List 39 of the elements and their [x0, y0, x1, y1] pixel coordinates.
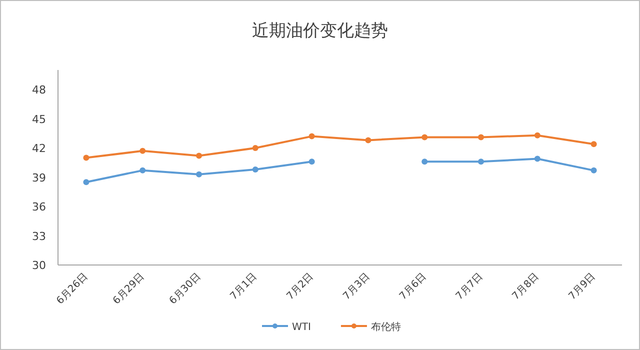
point: [478, 158, 484, 165]
point: [252, 166, 258, 172]
legend-label: 布伦特: [370, 321, 401, 333]
point: [83, 179, 90, 186]
point: [308, 158, 315, 165]
chart-title: 近期油价变化趋势: [252, 21, 388, 41]
x-tick-label: 7月8日: [510, 271, 542, 302]
point: [308, 133, 315, 140]
y-tick-label: 30: [32, 259, 46, 272]
legend-label: WTI: [292, 322, 311, 333]
point: [422, 158, 428, 165]
x-tick-label: 7月2日: [284, 271, 316, 302]
x-tick-label: 7月1日: [228, 271, 260, 302]
point: [140, 148, 146, 154]
point: [534, 132, 540, 138]
y-tick-label: 36: [32, 200, 46, 214]
point: [196, 152, 202, 159]
x-tick-label: 7月3日: [341, 271, 372, 302]
y-tick-label: 42: [32, 142, 46, 155]
y-tick-label: 33: [32, 230, 46, 243]
point: [365, 137, 372, 144]
y-tick-label: 45: [32, 112, 46, 126]
x-tick-label: 7月9日: [566, 271, 598, 302]
point: [140, 167, 146, 174]
y-tick-label: 48: [32, 84, 46, 96]
x-tick-label: 6月26日: [54, 271, 90, 307]
point: [590, 141, 597, 148]
x-tick-label: 7月6日: [398, 271, 429, 302]
point: [422, 134, 428, 140]
point: [196, 171, 202, 178]
point: [478, 134, 484, 140]
point: [534, 156, 540, 162]
y-tick-label: 39: [32, 171, 46, 184]
x-tick-label: 6月29日: [111, 271, 147, 307]
point: [590, 167, 597, 174]
point: [83, 154, 90, 161]
x-tick-label: 6月30日: [168, 271, 204, 307]
x-tick-label: 7月7日: [454, 271, 486, 302]
point: [252, 145, 258, 151]
